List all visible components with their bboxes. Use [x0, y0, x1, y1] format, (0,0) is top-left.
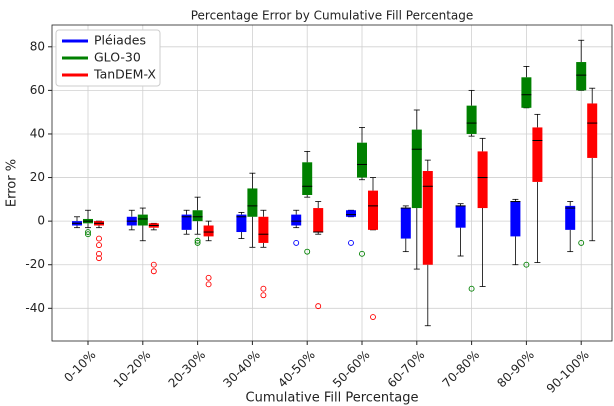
legend-label: GLO-30 — [94, 50, 141, 65]
outlier — [293, 239, 300, 246]
legend: Pléiades GLO-30 TanDEM-X — [55, 29, 161, 87]
box — [346, 210, 356, 217]
x-tick-label: 30-40% — [220, 348, 263, 391]
box — [532, 127, 543, 182]
box — [192, 210, 203, 222]
x-tick-label: 80-90% — [494, 348, 537, 391]
x-tick-label: 60-70% — [385, 348, 428, 391]
outlier — [150, 268, 157, 275]
outlier — [260, 285, 267, 292]
box — [411, 129, 422, 209]
y-axis-label: Error % — [5, 159, 20, 207]
x-tick-label: 20-30% — [166, 348, 209, 391]
outlier — [85, 231, 91, 238]
outlier — [370, 314, 376, 320]
outlier — [348, 239, 354, 246]
outlier — [315, 303, 322, 310]
outlier — [523, 261, 530, 268]
box — [313, 208, 324, 233]
box — [576, 62, 587, 91]
y-tick-label: 20 — [30, 170, 45, 184]
outlier — [194, 239, 201, 246]
box — [302, 162, 313, 195]
box — [565, 205, 576, 230]
box — [368, 190, 378, 230]
outlier — [194, 237, 201, 244]
outlier — [205, 281, 212, 288]
outlier — [359, 250, 365, 257]
box — [181, 214, 192, 230]
box — [236, 214, 247, 233]
outlier — [85, 229, 91, 235]
x-axis-label: Cumulative Fill Percentage — [246, 391, 419, 406]
box — [422, 171, 433, 265]
plot-frame — [51, 24, 613, 342]
outlier — [96, 255, 102, 262]
y-tick-label: -20 — [25, 257, 45, 271]
y-tick-label: 80 — [30, 39, 45, 53]
x-tick-label: 0-10% — [61, 348, 98, 385]
outlier — [468, 285, 475, 292]
legend-label: TanDEM-X — [93, 67, 156, 82]
box — [137, 214, 148, 226]
outlier — [96, 250, 102, 257]
legend-label: Pléiades — [94, 33, 146, 48]
outlier — [205, 274, 212, 281]
outlier — [96, 242, 102, 249]
box — [466, 105, 477, 134]
outlier — [96, 235, 102, 242]
box — [203, 225, 214, 237]
chart-title: Percentage Error by Cumulative Fill Perc… — [191, 9, 474, 23]
box — [400, 208, 411, 239]
x-tick-label: 90-100% — [544, 348, 592, 396]
box — [357, 142, 367, 178]
outlier — [578, 239, 585, 246]
y-tick-label: 60 — [30, 83, 45, 97]
box — [247, 188, 258, 217]
legend-frame — [55, 29, 161, 87]
x-tick-label: 70-80% — [440, 348, 483, 391]
box — [587, 103, 598, 158]
outlier — [150, 261, 157, 268]
box — [258, 216, 269, 243]
box — [477, 151, 488, 209]
box — [455, 205, 466, 228]
x-tick-label: 50-60% — [330, 348, 373, 391]
box — [510, 201, 521, 237]
y-tick-label: -40 — [25, 301, 45, 315]
x-tick-label: 10-20% — [111, 348, 154, 391]
box — [291, 214, 302, 226]
x-tick-label: 40-50% — [275, 348, 318, 391]
outlier — [260, 292, 267, 299]
outlier — [304, 248, 311, 255]
box — [521, 77, 532, 108]
y-tick-label: 0 — [37, 214, 45, 228]
y-tick-label: 40 — [30, 126, 45, 140]
